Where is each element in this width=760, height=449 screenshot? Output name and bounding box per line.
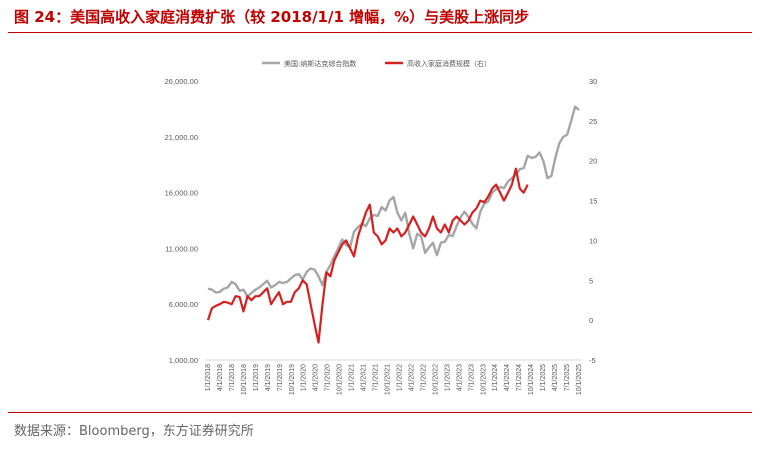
x-axis: 1/1/2018 4/1/2018 7/1/2018 10/1/2018 1/1/201… bbox=[205, 364, 583, 395]
x-tick-label: 4/1/2020 bbox=[313, 364, 320, 391]
x-tick-label: 10/1/2024 bbox=[528, 364, 535, 395]
left-y-tick-label: 1,000.00 bbox=[169, 356, 198, 365]
right-y-tick-label: 30 bbox=[589, 77, 597, 86]
x-tick-label: 1/1/2025 bbox=[540, 364, 547, 391]
series-line-nasdaq bbox=[207, 105, 580, 298]
right-y-tick-label: 5 bbox=[589, 276, 593, 285]
x-tick-label: 7/1/2024 bbox=[516, 364, 523, 391]
x-tick-label: 1/1/2022 bbox=[396, 364, 403, 391]
x-tick-label: 4/1/2019 bbox=[265, 364, 272, 391]
right-y-tick-label: 20 bbox=[589, 157, 597, 166]
x-tick-label: 10/1/2023 bbox=[480, 364, 487, 395]
x-tick-label: 4/1/2018 bbox=[217, 364, 224, 391]
x-tick-label: 10/1/2025 bbox=[576, 364, 583, 395]
right-y-tick-label: 25 bbox=[589, 117, 597, 126]
x-tick-label: 4/1/2021 bbox=[361, 364, 368, 391]
right-y-axis: -5 0 5 10 15 20 25 30 bbox=[589, 77, 597, 365]
x-tick-label: 7/1/2020 bbox=[325, 364, 332, 391]
right-y-tick-label: 0 bbox=[589, 316, 593, 325]
left-y-tick-label: 6,000.00 bbox=[169, 300, 198, 309]
x-tick-label: 1/1/2023 bbox=[444, 364, 451, 391]
x-tick-label: 1/1/2021 bbox=[349, 364, 356, 391]
right-y-tick-label: 15 bbox=[589, 197, 597, 206]
x-tick-label: 7/1/2025 bbox=[564, 364, 571, 391]
x-tick-label: 1/1/2018 bbox=[205, 364, 212, 391]
x-tick-label: 10/1/2022 bbox=[432, 364, 439, 395]
left-y-tick-label: 21,000.00 bbox=[165, 133, 198, 142]
left-y-axis: 1,000.00 6,000.00 11,000.00 16,000.00 21,000… bbox=[165, 77, 198, 365]
x-tick-label: 4/1/2023 bbox=[456, 364, 463, 391]
page-title: 图 24：美国高收入家庭消费扩张（较 2018/1/1 增幅，%）与美股上涨同步 bbox=[14, 8, 530, 26]
legend-label-nasdaq: 美国:纳斯达克综合指数 bbox=[284, 59, 356, 68]
x-tick-label: 1/1/2024 bbox=[492, 364, 499, 391]
legend: 美国:纳斯达克综合指数 高收入家庭消费规模（右） bbox=[262, 59, 491, 68]
x-tick-label: 7/1/2023 bbox=[468, 364, 475, 391]
footer-divider bbox=[8, 412, 752, 413]
x-tick-label: 7/1/2018 bbox=[229, 364, 236, 391]
x-tick-label: 7/1/2022 bbox=[420, 364, 427, 391]
x-tick-label: 10/1/2018 bbox=[241, 364, 248, 395]
x-tick-label: 4/1/2022 bbox=[408, 364, 415, 391]
x-tick-label: 1/1/2020 bbox=[301, 364, 308, 391]
right-y-tick-label: 10 bbox=[589, 236, 597, 245]
x-tick-label: 1/1/2019 bbox=[253, 364, 260, 391]
series-line-consumption bbox=[206, 167, 529, 344]
x-tick-label: 7/1/2019 bbox=[277, 364, 284, 391]
legend-label-consumption: 高收入家庭消费规模（右） bbox=[407, 59, 491, 68]
x-tick-label: 7/1/2021 bbox=[373, 364, 380, 391]
left-y-tick-label: 11,000.00 bbox=[165, 244, 198, 253]
left-y-tick-label: 26,000.00 bbox=[165, 77, 198, 86]
x-tick-label: 4/1/2024 bbox=[504, 364, 511, 391]
plot-area bbox=[206, 105, 580, 344]
x-tick-label: 10/1/2019 bbox=[289, 364, 296, 395]
left-y-tick-label: 16,000.00 bbox=[165, 189, 198, 198]
x-tick-label: 10/1/2020 bbox=[337, 364, 344, 395]
title-divider bbox=[8, 32, 752, 33]
source-note: 数据来源：Bloomberg，东方证券研究所 bbox=[14, 424, 254, 439]
x-tick-label: 4/1/2025 bbox=[552, 364, 559, 391]
right-y-tick-label: -5 bbox=[589, 356, 596, 365]
x-tick-label: 10/1/2021 bbox=[385, 364, 392, 395]
